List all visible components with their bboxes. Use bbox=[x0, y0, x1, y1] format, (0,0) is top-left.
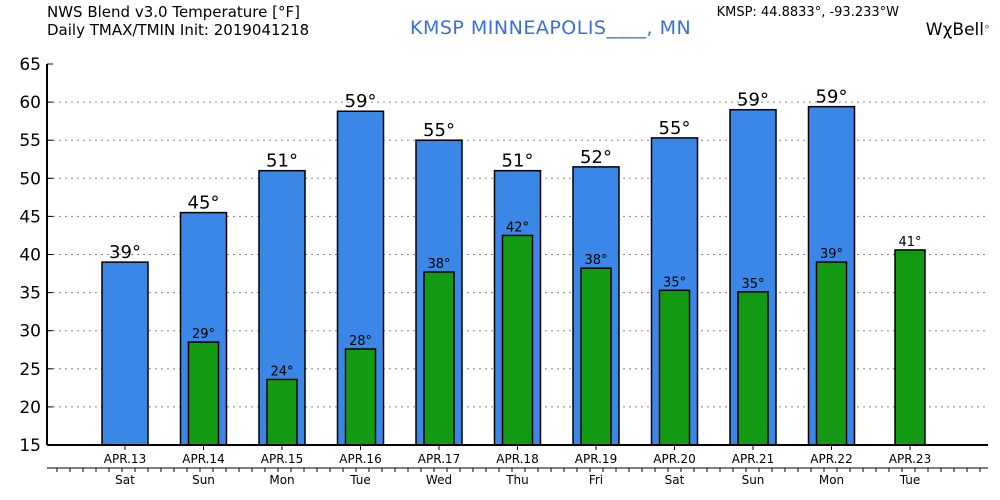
x-tick-label: APR.19 bbox=[575, 452, 617, 466]
tmin-bar bbox=[580, 267, 612, 446]
x-tick-label: APR.21 bbox=[732, 452, 774, 466]
station-coordinates: KMSP: 44.8833°, -93.233°W bbox=[716, 5, 899, 20]
x-day-label: Sat bbox=[665, 473, 685, 487]
y-tick-label: 35 bbox=[19, 284, 41, 304]
tmin-data-label: 38° bbox=[584, 253, 607, 268]
tmax-data-label: 45° bbox=[188, 193, 220, 214]
tmin-bar bbox=[815, 261, 848, 446]
y-tick-label: 30 bbox=[19, 322, 41, 342]
brand-dot: ° bbox=[984, 23, 990, 37]
tmin-data-label: 39° bbox=[820, 247, 843, 262]
tmin-bar bbox=[737, 291, 769, 446]
tmax-data-label: 55° bbox=[423, 120, 455, 141]
tmin-bar bbox=[187, 341, 220, 446]
axes: 15 20 25 30 35 40 45 50 55 60 65 APR.13 Sat APR.14 Sun… bbox=[19, 55, 988, 487]
y-tick-label: 45 bbox=[19, 207, 41, 227]
x-day-label: Sun bbox=[742, 473, 765, 487]
chart-subtitle: Daily TMAX/TMIN Init: 2019041218 bbox=[47, 21, 310, 39]
x-tick-label: APR.23 bbox=[889, 452, 931, 466]
x-tick-label: APR.22 bbox=[810, 452, 852, 466]
tmin-data-label: 28° bbox=[349, 334, 372, 349]
tmax-data-label: 52° bbox=[580, 147, 612, 168]
tmin-bar bbox=[344, 348, 377, 446]
y-tick-label: 20 bbox=[19, 398, 41, 418]
x-tick-label: APR.15 bbox=[261, 452, 303, 466]
x-tick-label: APR.18 bbox=[496, 452, 538, 466]
x-day-label: Tue bbox=[349, 473, 371, 487]
x-day-label: Wed bbox=[426, 473, 452, 487]
tmax-bar bbox=[101, 261, 149, 446]
x-day-label: Thu bbox=[505, 473, 529, 487]
y-tick-label: 60 bbox=[19, 93, 41, 113]
x-tick-label: APR.17 bbox=[418, 452, 460, 466]
x-day-label: Tue bbox=[899, 473, 921, 487]
y-tick-label: 65 bbox=[19, 55, 41, 75]
tmax-data-label: 51° bbox=[266, 151, 298, 172]
tmin-data-label: 35° bbox=[663, 275, 686, 290]
tmin-bar bbox=[266, 378, 298, 446]
brand-text: WχBell bbox=[925, 20, 984, 40]
y-tick-label: 55 bbox=[19, 131, 41, 151]
x-tick-label: APR.13 bbox=[104, 452, 146, 466]
tmax-data-label: 55° bbox=[659, 118, 691, 139]
bars: 39° 45° 29° 51° 24° 59° 28° 55° 38° 51° 42° 52° 38° 5… bbox=[101, 87, 926, 446]
tmin-data-label: 42° bbox=[506, 220, 529, 235]
station-name: KMSP MINNEAPOLIS____, MN bbox=[410, 17, 692, 39]
tmin-data-label: 29° bbox=[192, 327, 215, 342]
x-day-label: Sun bbox=[192, 473, 215, 487]
tmin-data-label: 41° bbox=[898, 235, 921, 250]
tmin-data-label: 38° bbox=[427, 257, 450, 272]
x-tick-label: APR.16 bbox=[339, 452, 381, 466]
x-tick-label: APR.14 bbox=[182, 452, 224, 466]
y-tick-label: 15 bbox=[19, 436, 41, 456]
y-tick-label: 25 bbox=[19, 360, 41, 380]
tmin-data-label: 24° bbox=[270, 364, 293, 379]
x-day-label: Fri bbox=[589, 473, 603, 487]
x-day-label: Sat bbox=[115, 473, 135, 487]
tmax-data-label: 39° bbox=[109, 242, 141, 263]
tmax-data-label: 51° bbox=[502, 151, 534, 172]
tmin-bar bbox=[501, 234, 534, 446]
tmin-bar bbox=[894, 249, 926, 446]
x-tick-label: APR.20 bbox=[653, 452, 695, 466]
y-tick-label: 50 bbox=[19, 169, 41, 189]
tmax-data-label: 59° bbox=[737, 90, 769, 111]
y-tick-label: 40 bbox=[19, 246, 41, 266]
chart-title: NWS Blend v3.0 Temperature [°F] bbox=[47, 3, 300, 21]
x-day-label: Mon bbox=[819, 473, 844, 487]
x-day-label: Mon bbox=[269, 473, 294, 487]
tmax-data-label: 59° bbox=[345, 91, 377, 112]
tmax-data-label: 59° bbox=[816, 87, 848, 108]
tmin-data-label: 35° bbox=[741, 277, 764, 292]
tmin-bar bbox=[658, 289, 691, 446]
brand-logo: WχBell° bbox=[926, 22, 990, 39]
tmin-bar bbox=[423, 271, 455, 446]
